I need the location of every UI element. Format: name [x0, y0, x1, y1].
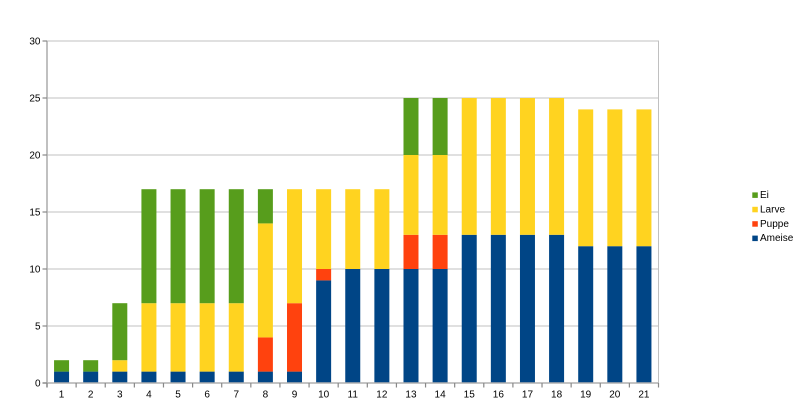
svg-text:0: 0: [35, 378, 41, 389]
svg-text:15: 15: [464, 390, 476, 401]
svg-text:Puppe: Puppe: [760, 219, 789, 230]
svg-text:21: 21: [638, 390, 650, 401]
svg-text:9: 9: [292, 390, 298, 401]
svg-text:7: 7: [233, 390, 239, 401]
svg-text:Ameise: Ameise: [760, 233, 794, 244]
svg-text:30: 30: [29, 36, 41, 47]
svg-text:2: 2: [88, 390, 94, 401]
svg-text:12: 12: [376, 390, 388, 401]
svg-text:17: 17: [522, 390, 534, 401]
svg-text:18: 18: [551, 390, 563, 401]
svg-text:1: 1: [59, 390, 65, 401]
svg-text:8: 8: [263, 390, 269, 401]
svg-text:11: 11: [348, 390, 359, 401]
svg-text:13: 13: [405, 390, 417, 401]
svg-text:5: 5: [175, 390, 181, 401]
svg-text:10: 10: [29, 264, 41, 275]
svg-text:Ei: Ei: [760, 190, 769, 201]
svg-text:20: 20: [29, 150, 41, 161]
svg-text:6: 6: [204, 390, 210, 401]
svg-text:16: 16: [493, 390, 505, 401]
svg-text:10: 10: [318, 390, 330, 401]
svg-text:5: 5: [35, 321, 41, 332]
svg-text:19: 19: [580, 390, 592, 401]
svg-text:14: 14: [435, 390, 447, 401]
svg-text:Larve: Larve: [760, 204, 785, 215]
svg-text:3: 3: [117, 390, 123, 401]
svg-text:20: 20: [609, 390, 621, 401]
svg-text:25: 25: [29, 93, 41, 104]
svg-text:15: 15: [29, 207, 41, 218]
svg-text:4: 4: [146, 390, 152, 401]
